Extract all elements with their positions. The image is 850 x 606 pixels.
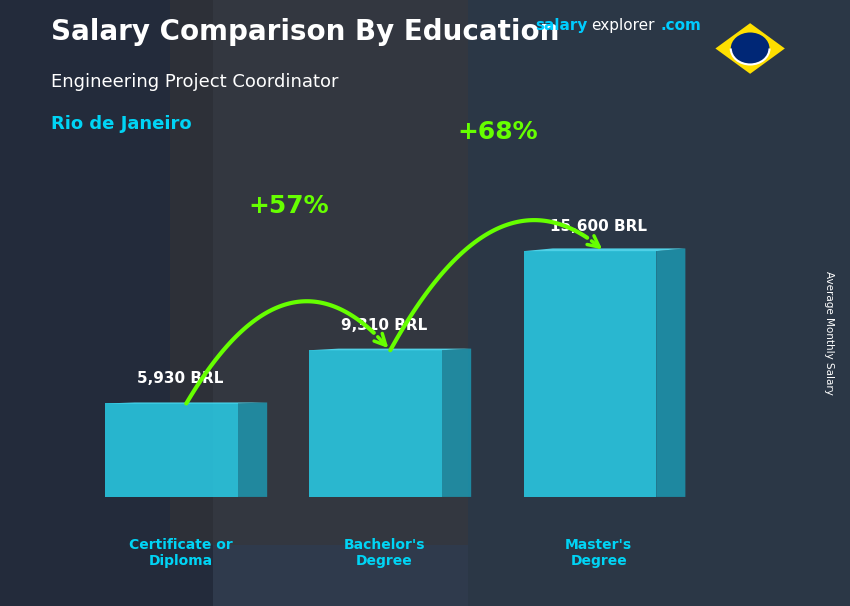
Polygon shape	[309, 350, 442, 497]
Text: Rio de Janeiro: Rio de Janeiro	[51, 115, 191, 133]
Polygon shape	[524, 248, 685, 251]
Polygon shape	[524, 251, 656, 497]
Text: +57%: +57%	[248, 194, 329, 218]
Text: Average Monthly Salary: Average Monthly Salary	[824, 271, 834, 395]
Bar	[170, 0, 468, 545]
Text: 5,930 BRL: 5,930 BRL	[137, 371, 224, 386]
Polygon shape	[442, 348, 471, 497]
Text: 15,600 BRL: 15,600 BRL	[550, 219, 647, 234]
Bar	[468, 0, 850, 606]
Text: Engineering Project Coordinator: Engineering Project Coordinator	[51, 73, 338, 91]
Polygon shape	[309, 348, 471, 350]
Polygon shape	[656, 248, 685, 497]
Text: explorer: explorer	[591, 18, 654, 33]
Polygon shape	[105, 402, 267, 404]
Text: salary: salary	[536, 18, 588, 33]
Polygon shape	[238, 402, 267, 497]
Polygon shape	[105, 404, 238, 497]
Text: Bachelor's
Degree: Bachelor's Degree	[343, 538, 425, 568]
Polygon shape	[716, 23, 785, 74]
Text: Salary Comparison By Education: Salary Comparison By Education	[51, 18, 559, 46]
Text: Master's
Degree: Master's Degree	[565, 538, 632, 568]
Circle shape	[731, 33, 769, 64]
Text: .com: .com	[660, 18, 701, 33]
Text: Certificate or
Diploma: Certificate or Diploma	[128, 538, 232, 568]
Text: +68%: +68%	[457, 120, 538, 144]
Text: 9,310 BRL: 9,310 BRL	[342, 318, 428, 333]
Bar	[0, 0, 212, 606]
